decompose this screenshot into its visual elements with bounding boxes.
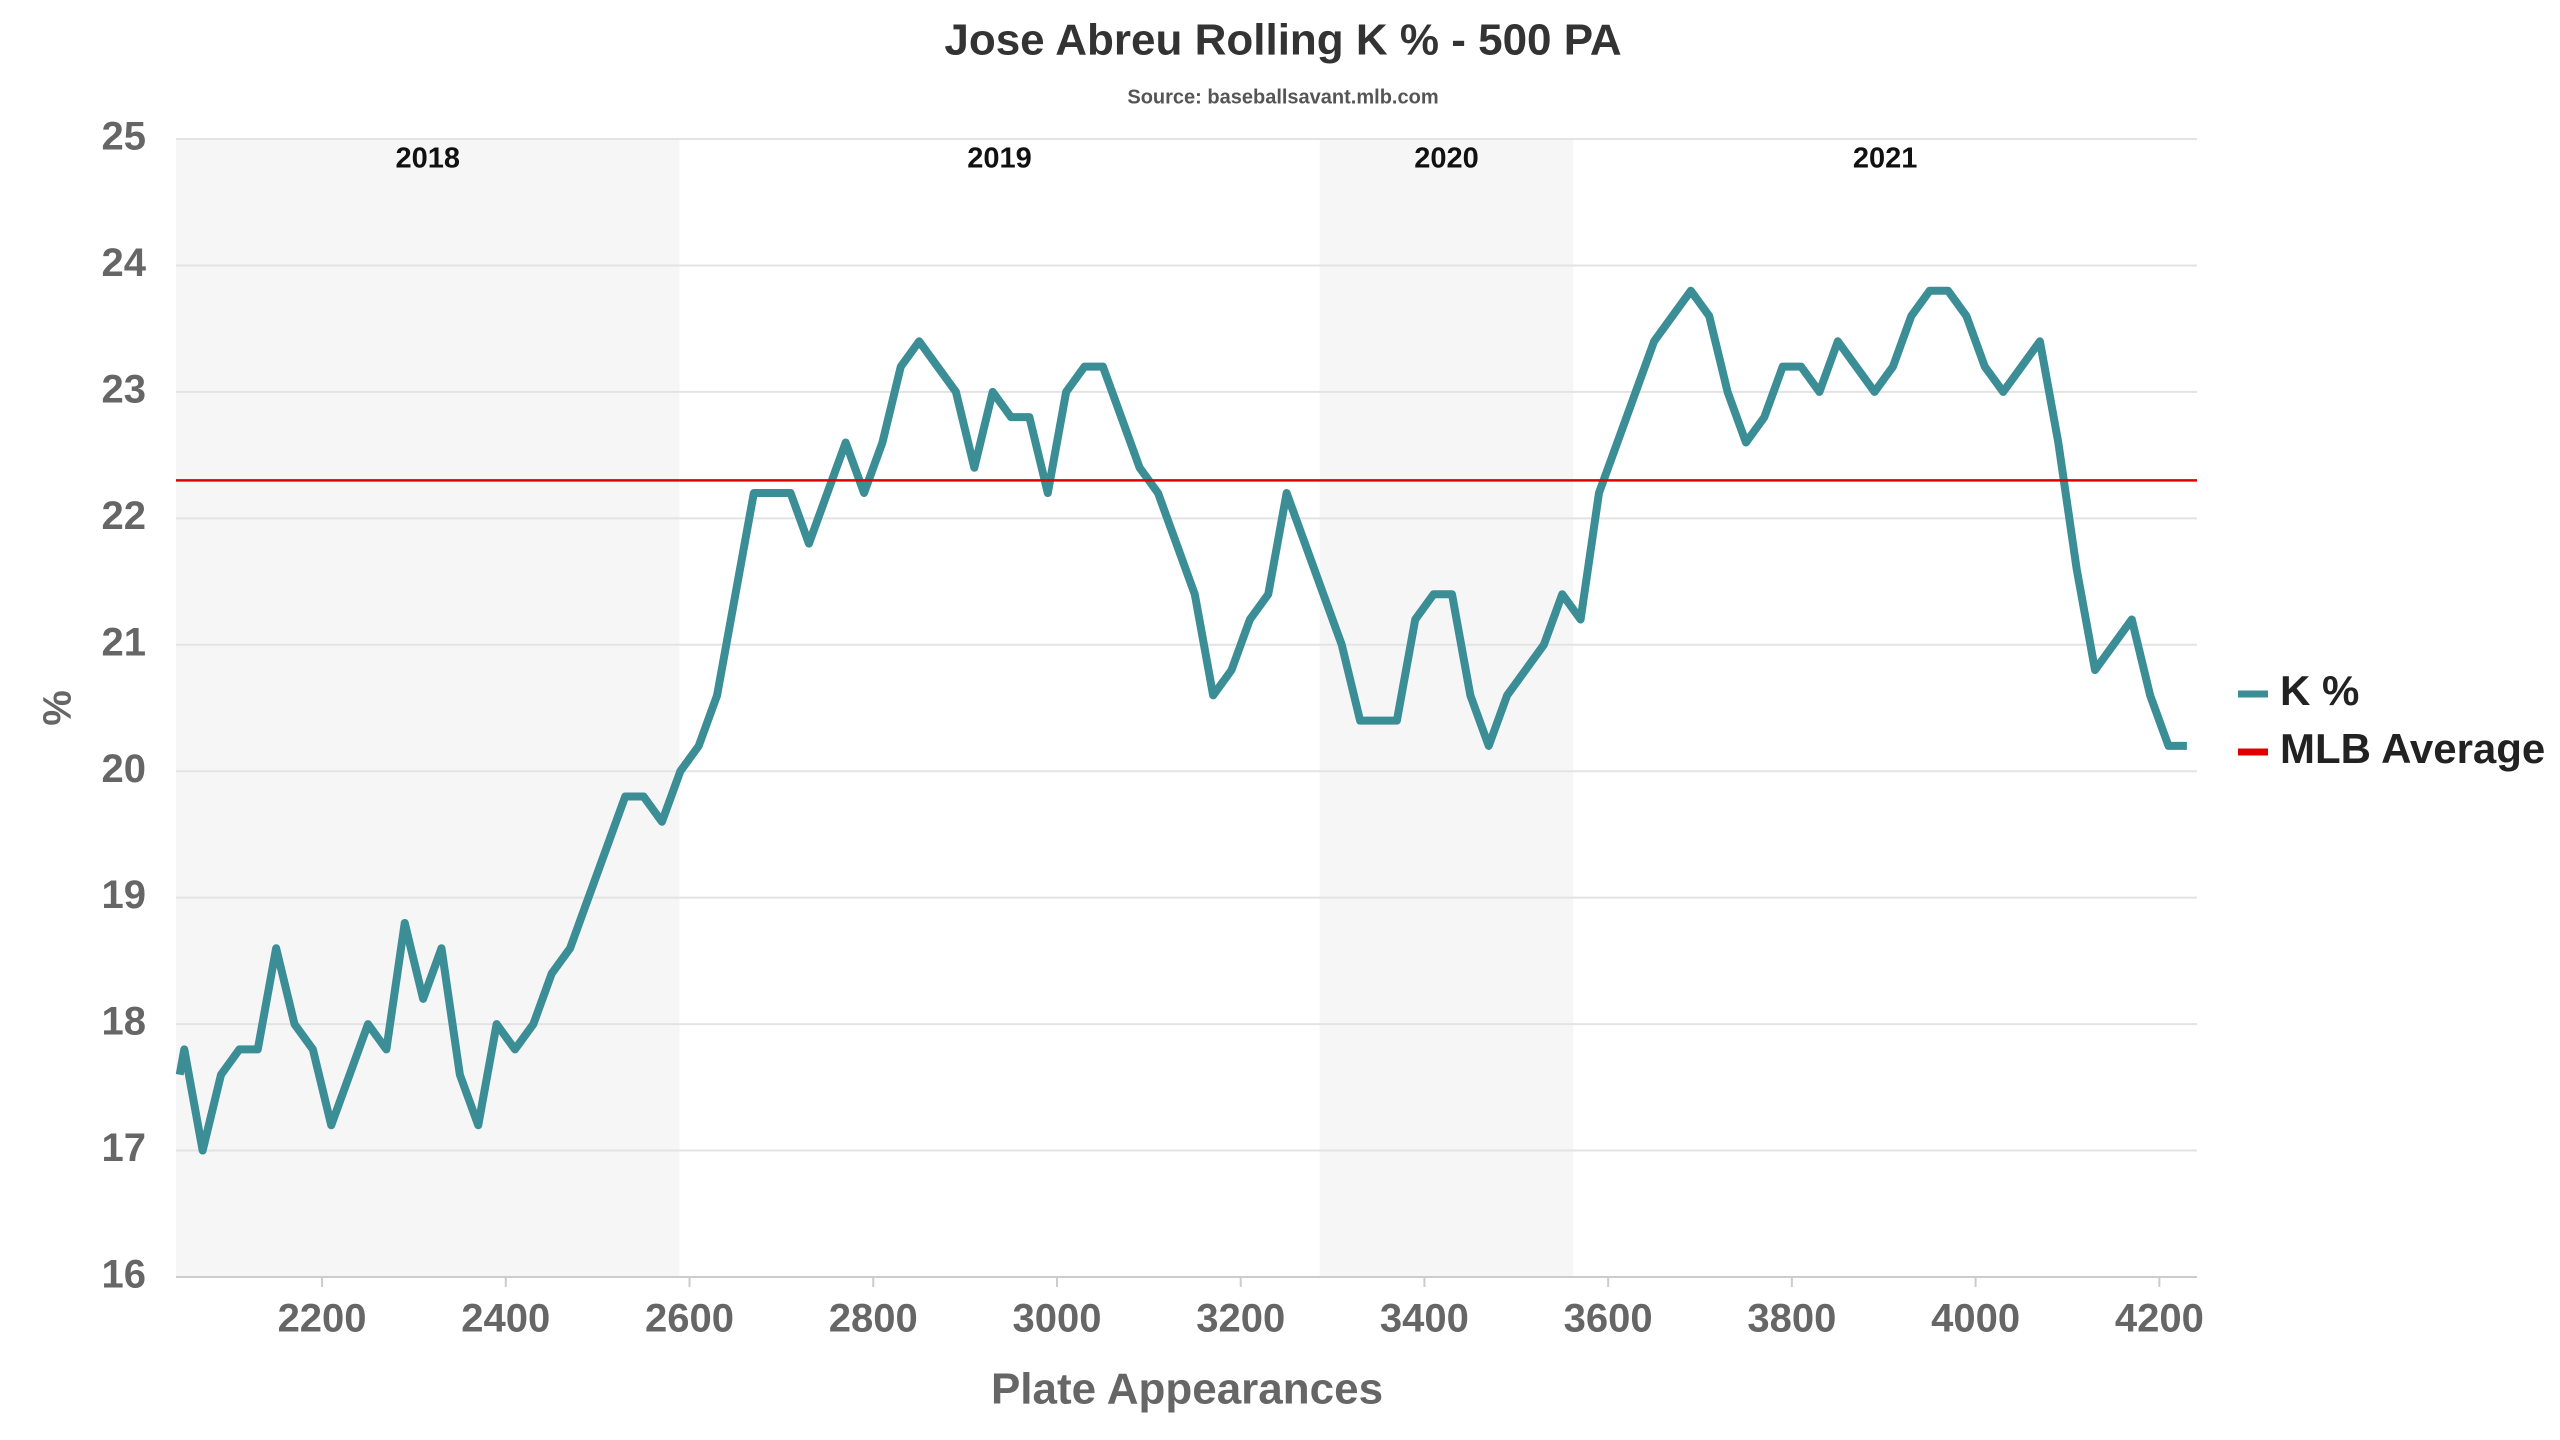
x-tick-label: 3200: [1196, 1297, 1285, 1341]
x-tick-label: 2400: [461, 1297, 550, 1341]
y-axis-label: %: [36, 690, 80, 726]
y-tick-label: 16: [102, 1253, 147, 1297]
x-tick-label: 3800: [1747, 1297, 1836, 1341]
season-label: 2018: [395, 143, 460, 175]
x-tick-label: 2800: [829, 1297, 918, 1341]
y-tick-label: 22: [102, 494, 147, 538]
season-label: 2019: [967, 143, 1032, 175]
legend-label: K %: [2280, 667, 2359, 714]
chart-title: Jose Abreu Rolling K % - 500 PA: [944, 16, 1621, 65]
x-tick-label: 4200: [2115, 1297, 2204, 1341]
y-tick-label: 24: [102, 241, 147, 285]
legend-label: MLB Average: [2280, 725, 2545, 772]
y-tick-label: 17: [102, 1126, 147, 1170]
y-tick-label: 21: [102, 620, 147, 664]
y-tick-label: 18: [102, 1000, 147, 1044]
x-tick-label: 3400: [1380, 1297, 1469, 1341]
y-tick-label: 19: [102, 873, 147, 917]
y-tick-label: 25: [102, 115, 147, 159]
chart-subtitle: Source: baseballsavant.mlb.com: [1127, 86, 1438, 108]
season-label: 2021: [1853, 143, 1918, 175]
y-tick-label: 23: [102, 367, 147, 411]
x-axis-label: Plate Appearances: [991, 1365, 1383, 1414]
season-label: 2020: [1414, 143, 1479, 175]
line-series: [175, 286, 2187, 1155]
x-tick-label: 3600: [1564, 1297, 1653, 1341]
season-band: [176, 139, 680, 1277]
y-tick-label: 20: [102, 747, 147, 791]
x-tick-label: 4000: [1931, 1297, 2020, 1341]
x-tick-label: 3000: [1012, 1297, 1101, 1341]
x-tick-label: 2600: [645, 1297, 734, 1341]
season-band: [1319, 139, 1574, 1277]
x-tick-label: 2200: [278, 1297, 367, 1341]
